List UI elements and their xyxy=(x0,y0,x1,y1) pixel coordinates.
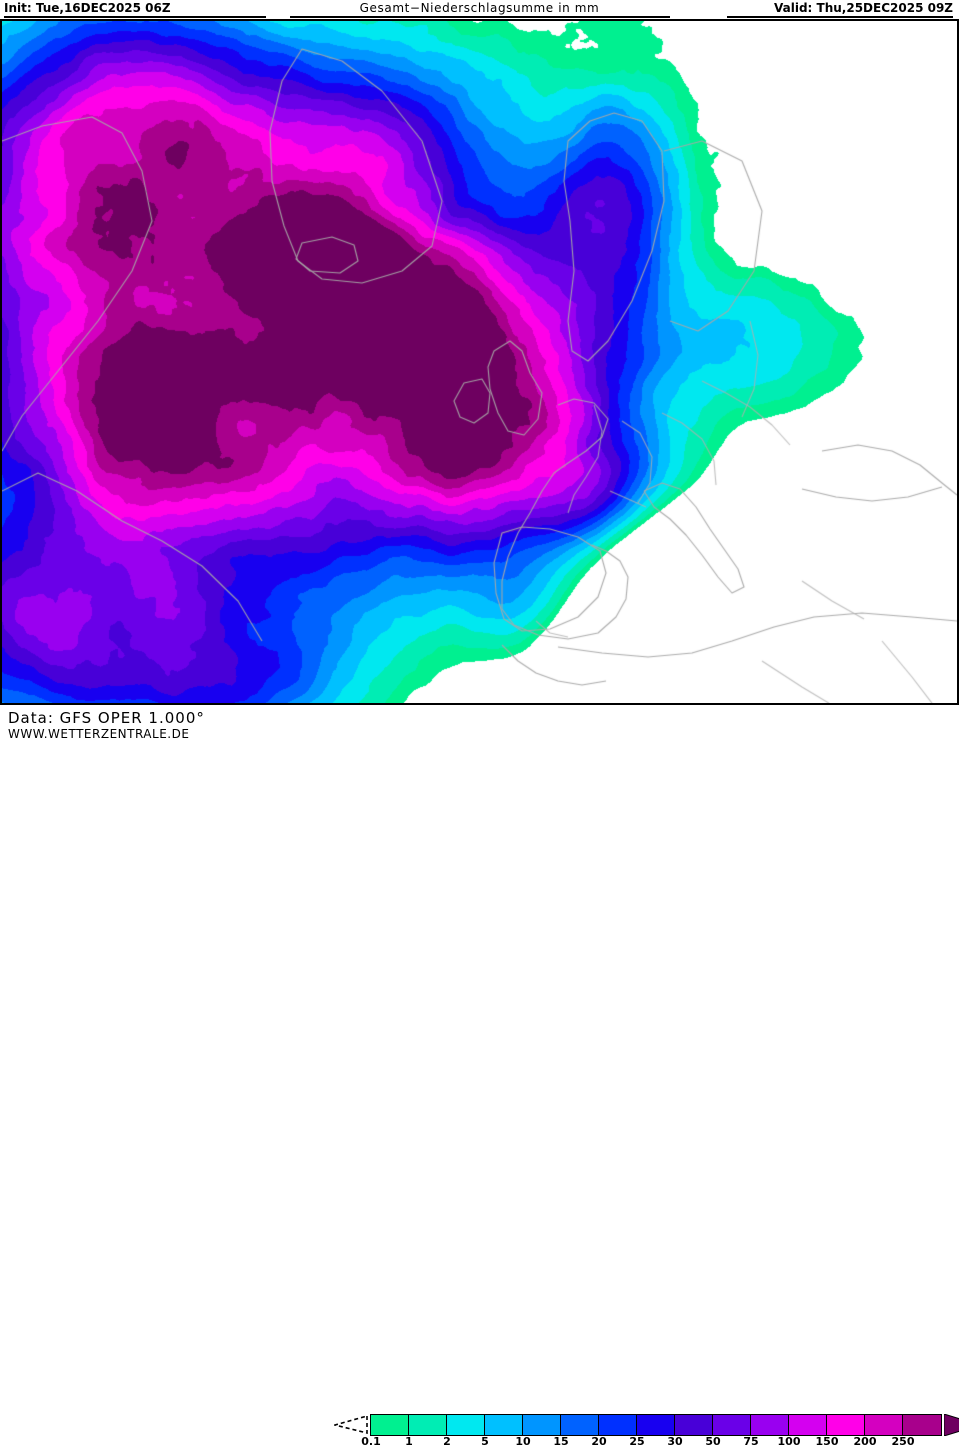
legend-swatch xyxy=(523,1415,561,1435)
legend-tick-label: 250 xyxy=(891,1435,915,1448)
header-underline-center xyxy=(290,16,670,18)
precipitation-field-canvas[interactable] xyxy=(2,21,957,703)
legend-swatch xyxy=(561,1415,599,1435)
legend-swatch xyxy=(599,1415,637,1435)
legend-tick-label: 2 xyxy=(443,1435,451,1448)
legend-tick-label: 0.1 xyxy=(361,1435,381,1448)
legend-swatch xyxy=(675,1415,713,1435)
color-scale-tick-labels: 0.1 1 2 5 10 15 20 25 30 50 75 100 150 200 250 xyxy=(361,1435,940,1448)
legend-swatch xyxy=(827,1415,865,1435)
legend-swatch xyxy=(713,1415,751,1435)
legend-tick-label: 5 xyxy=(481,1435,489,1448)
legend-swatch xyxy=(371,1415,409,1435)
legend-swatch xyxy=(409,1415,447,1435)
legend-tick-label: 75 xyxy=(743,1435,759,1448)
legend-tick-label: 10 xyxy=(515,1435,531,1448)
legend-tick-label: 30 xyxy=(667,1435,683,1448)
legend-swatch xyxy=(903,1415,941,1435)
legend-tick-label: 20 xyxy=(591,1435,607,1448)
legend-tick-label: 1 xyxy=(405,1435,413,1448)
legend-tick-label: 15 xyxy=(553,1435,569,1448)
legend-tick-label: 200 xyxy=(853,1435,877,1448)
map-header: Init: Tue,16DEC2025 06Z Gesamt−Niedersch… xyxy=(0,0,959,19)
legend-tick-label: 25 xyxy=(629,1435,645,1448)
valid-time-label: Valid: Thu,25DEC2025 09Z xyxy=(774,1,953,15)
data-source-label: Data: GFS OPER 1.000° xyxy=(8,709,205,727)
color-scale-swatches xyxy=(370,1414,942,1436)
above-maximum-arrow-icon xyxy=(944,1414,959,1436)
color-scale-legend: 0.1 1 2 5 10 15 20 25 30 50 75 100 150 200 250 xyxy=(334,1412,959,1448)
legend-swatch xyxy=(789,1415,827,1435)
legend-swatch xyxy=(485,1415,523,1435)
legend-swatch xyxy=(751,1415,789,1435)
legend-tick-label: 100 xyxy=(777,1435,801,1448)
page-title: Gesamt−Niederschlagsumme in mm xyxy=(359,1,600,15)
init-time-label: Init: Tue,16DEC2025 06Z xyxy=(4,1,171,15)
legend-tick-label: 150 xyxy=(815,1435,839,1448)
legend-swatch xyxy=(637,1415,675,1435)
below-minimum-arrow-icon xyxy=(334,1415,368,1434)
precipitation-map[interactable] xyxy=(0,19,959,705)
website-label: WWW.WETTERZENTRALE.DE xyxy=(8,727,190,741)
map-footer: Data: GFS OPER 1.000° WWW.WETTERZENTRALE… xyxy=(0,705,959,1448)
legend-swatch xyxy=(865,1415,903,1435)
legend-tick-label: 50 xyxy=(705,1435,721,1448)
header-underline-left xyxy=(4,16,266,18)
header-underline-right xyxy=(727,16,953,18)
legend-swatch xyxy=(447,1415,485,1435)
